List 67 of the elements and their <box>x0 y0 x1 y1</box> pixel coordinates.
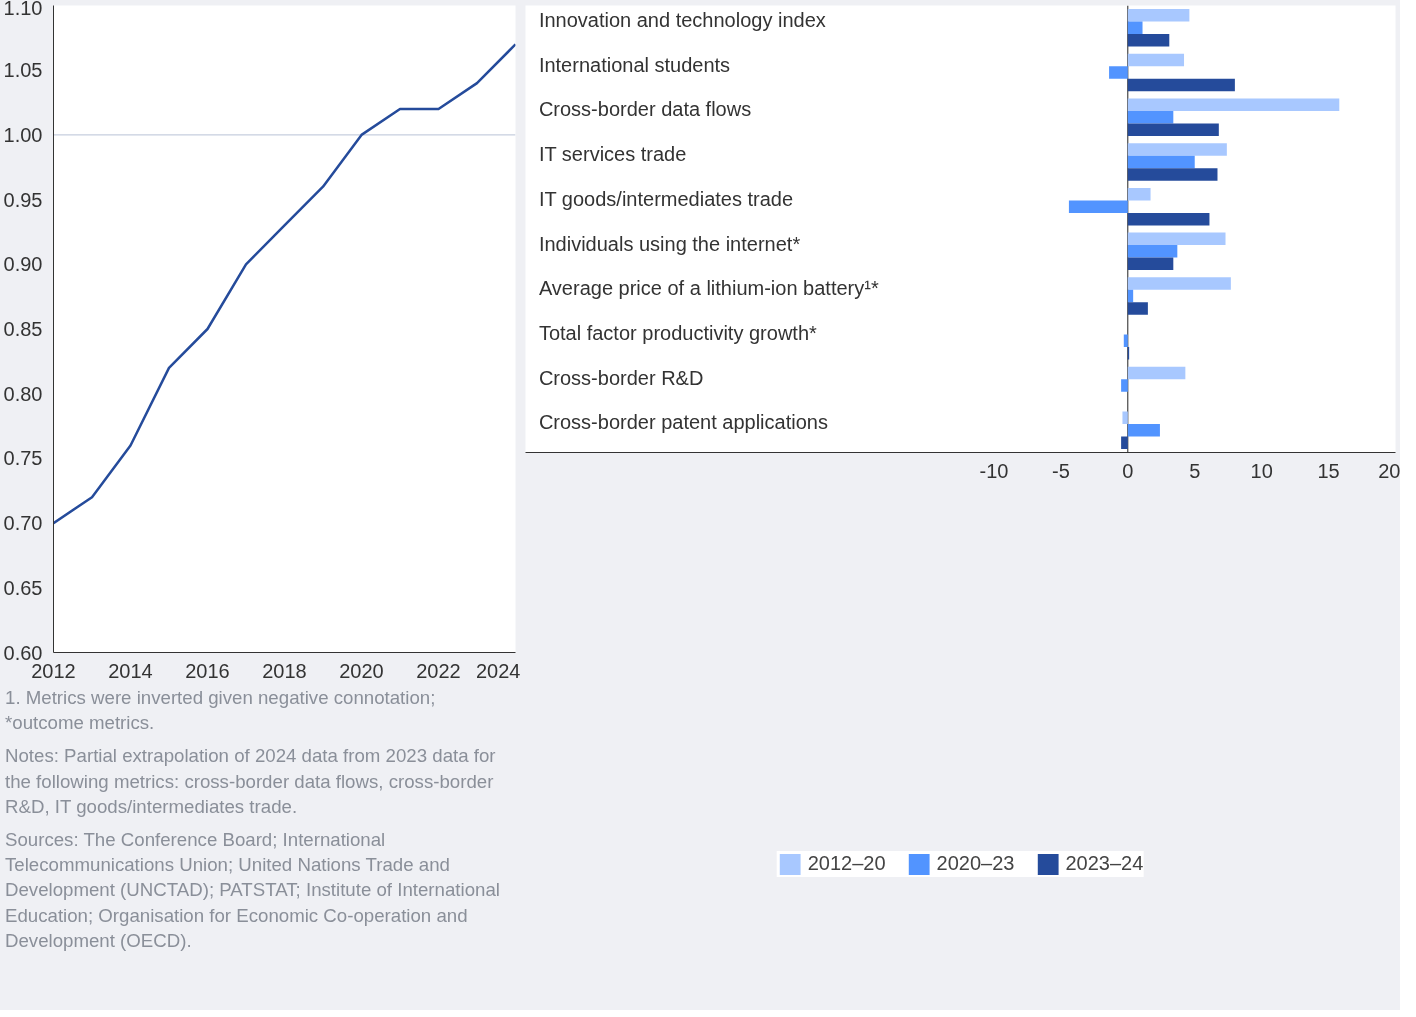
y-tick-label: 0.95 <box>3 188 43 211</box>
legend-label: 2012–20 <box>807 852 886 875</box>
y-tick-label: 0.65 <box>3 576 43 599</box>
bar <box>1127 168 1218 181</box>
x-tick-label: -10 <box>979 459 1009 482</box>
y-tick-label: Total factor productivity growth* <box>538 321 817 344</box>
bar <box>1068 200 1128 213</box>
bar <box>1121 436 1128 449</box>
bar <box>1127 78 1235 92</box>
y-tick-label: 0.90 <box>3 253 43 276</box>
bar <box>1127 277 1231 290</box>
x-tick-label: 5 <box>1189 459 1201 482</box>
bar <box>1127 187 1151 201</box>
bar <box>1127 21 1143 35</box>
y-tick-label: Innovation and technology index <box>538 9 826 32</box>
bar <box>1123 334 1128 348</box>
y-tick-label: Average price of a lithium-ion battery¹* <box>538 277 879 300</box>
bar <box>1127 9 1190 22</box>
legend-label: 2023–24 <box>1065 852 1144 875</box>
y-tick-label: IT services trade <box>538 143 687 166</box>
x-tick-label: -5 <box>1051 459 1070 482</box>
y-tick-label: 0.80 <box>3 382 43 405</box>
y-tick-label: International students <box>538 53 731 76</box>
bar <box>1122 411 1128 424</box>
x-tick-label: 0 <box>1122 459 1134 482</box>
bar <box>1127 245 1178 258</box>
bar <box>1127 143 1227 156</box>
x-tick-label: 10 <box>1250 459 1273 482</box>
y-tick-label: Individuals using the internet* <box>538 232 801 255</box>
bar <box>1127 123 1219 137</box>
bar <box>1127 53 1185 67</box>
bar <box>1127 289 1134 303</box>
x-tick-label: 2014 <box>108 659 153 682</box>
y-tick-label: IT goods/intermediates trade <box>538 187 794 210</box>
bar <box>1127 423 1160 437</box>
y-tick-label: 0.85 <box>3 318 43 340</box>
bar <box>1127 34 1170 47</box>
legend-label: 2020–23 <box>936 852 1015 875</box>
x-tick-label: 2020 <box>339 659 384 682</box>
bar <box>1127 366 1186 380</box>
x-tick-label: 2022 <box>416 659 461 682</box>
x-tick-label: 2018 <box>262 659 307 682</box>
bar <box>1121 379 1128 392</box>
bar <box>1127 302 1148 315</box>
y-tick-label: 1.10 <box>3 0 43 19</box>
text: 1. Metrics were inverted given negative connotation; *outcome metrics. <box>5 686 437 736</box>
x-tick-label: 2024 <box>476 659 521 682</box>
y-tick-label: 0.70 <box>3 512 43 535</box>
bar <box>1127 257 1174 271</box>
x-tick-label: 15 <box>1317 459 1340 482</box>
bar <box>1127 110 1174 124</box>
y-tick-label: Cross-border R&D <box>538 366 704 389</box>
bar <box>1127 212 1210 226</box>
y-tick-label: 1.00 <box>3 123 43 146</box>
y-tick-label: Cross-border data flows <box>538 98 752 121</box>
bar <box>1127 98 1340 111</box>
line-series <box>53 43 516 525</box>
source-note: Sources: The Conference Board; International Telecommunications Union; United Nations Trade and Development (UNCTAD); PATSTAT; Institute of International Education; Organisation for Economic Co-operation and Development (OECD). <box>5 828 501 953</box>
bar <box>1127 155 1195 169</box>
y-tick-label: Cross-border patent applications <box>538 411 828 434</box>
bar <box>1127 232 1226 246</box>
x-tick-label: 20 <box>1378 459 1401 482</box>
x-tick-label: 2016 <box>185 659 230 682</box>
y-tick-label: 0.75 <box>3 447 43 470</box>
text: Notes: Partial extrapolation of 2024 data from 2023 data for the following metrics: cross-border data flows, cross-border R&D, IT goods/intermediates trade. <box>5 744 497 819</box>
bar <box>1109 66 1128 79</box>
y-tick-label: 1.05 <box>3 59 43 82</box>
